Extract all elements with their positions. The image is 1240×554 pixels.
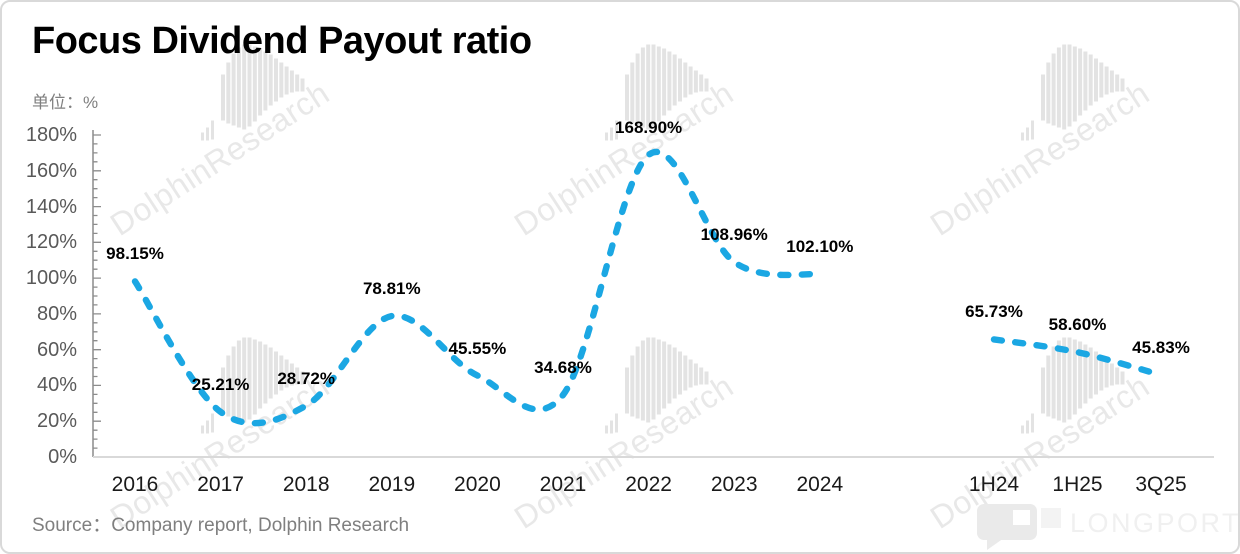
unit-label: 单位：% (32, 93, 99, 112)
y-axis-ticks (93, 134, 101, 458)
main-series-path (131, 148, 823, 427)
longport-logo-icon (977, 504, 1061, 550)
source-note: Source：Company report, Dolphin Research (32, 515, 410, 536)
longport-logo-text: LONGPORT (1070, 508, 1240, 538)
interim-series-path (990, 336, 1165, 379)
page-title: Focus Dividend Payout ratio (32, 20, 532, 62)
